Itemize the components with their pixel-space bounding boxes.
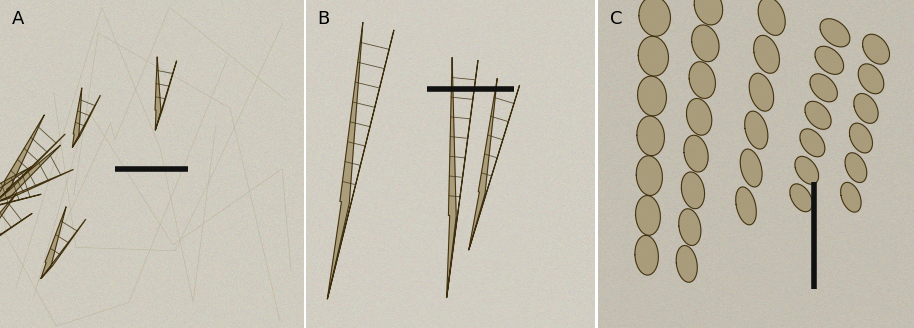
Polygon shape [635,235,658,275]
Polygon shape [805,101,831,129]
Polygon shape [0,193,32,260]
Polygon shape [790,184,813,212]
Polygon shape [849,123,873,153]
Polygon shape [639,0,671,36]
Text: B: B [318,10,330,28]
Polygon shape [695,0,723,25]
Polygon shape [795,156,819,184]
Polygon shape [863,34,889,64]
Polygon shape [815,46,844,74]
Polygon shape [676,245,697,282]
Polygon shape [684,135,708,172]
Polygon shape [681,172,705,209]
Polygon shape [155,57,176,130]
Polygon shape [327,23,394,299]
Polygon shape [0,167,41,221]
Polygon shape [636,156,663,195]
Polygon shape [41,207,86,278]
Polygon shape [0,115,65,205]
Polygon shape [758,0,785,35]
Polygon shape [692,25,719,62]
Polygon shape [858,64,884,94]
Polygon shape [679,209,701,245]
Polygon shape [745,111,768,149]
Polygon shape [635,195,661,235]
Polygon shape [736,187,756,225]
Polygon shape [841,182,861,212]
Polygon shape [689,62,716,98]
Polygon shape [845,153,866,183]
Polygon shape [637,116,664,156]
Polygon shape [469,79,519,250]
Text: C: C [611,10,623,28]
Polygon shape [0,145,73,203]
Polygon shape [447,58,478,297]
Polygon shape [686,98,712,135]
Polygon shape [72,88,101,147]
Polygon shape [638,76,666,116]
Polygon shape [820,19,850,47]
Polygon shape [810,74,837,102]
Polygon shape [749,73,773,111]
Polygon shape [740,149,762,187]
Polygon shape [800,129,824,157]
Polygon shape [754,35,780,73]
Polygon shape [638,36,668,76]
Polygon shape [854,93,878,123]
Text: A: A [12,10,25,28]
